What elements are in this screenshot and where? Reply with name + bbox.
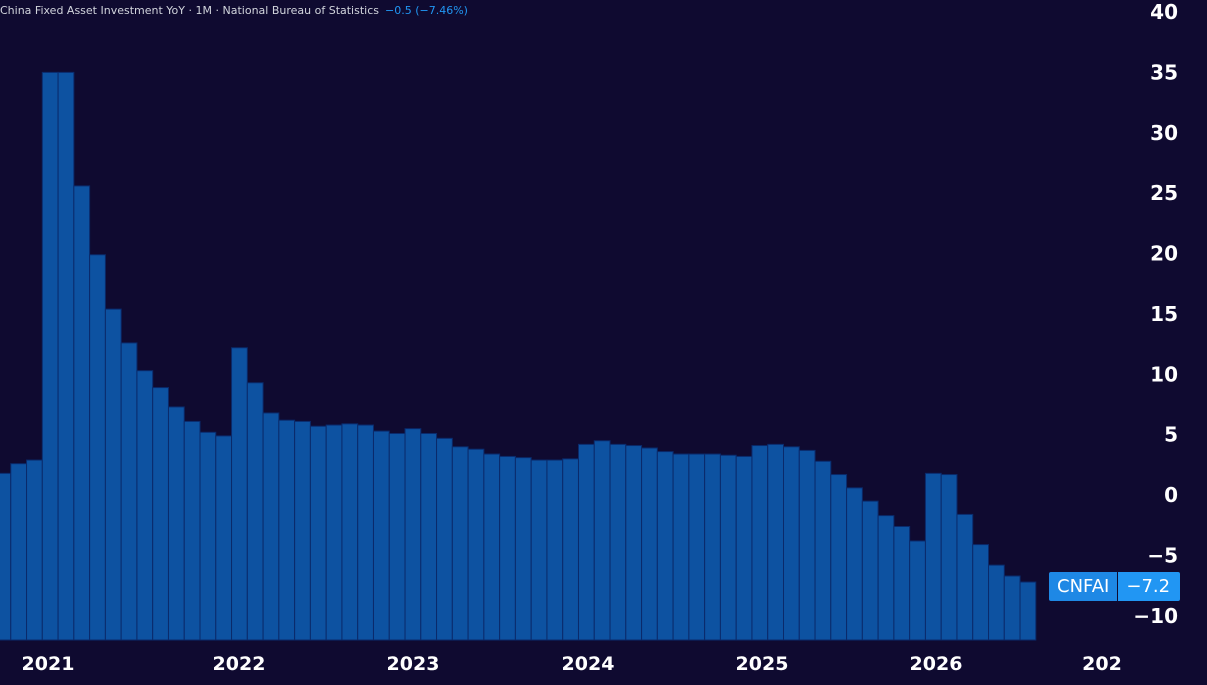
bar[interactable] <box>278 419 296 641</box>
x-tick-label: 2024 <box>562 653 615 675</box>
bar[interactable] <box>641 447 658 641</box>
bar[interactable] <box>688 453 706 641</box>
bar[interactable] <box>846 487 863 641</box>
bar[interactable] <box>988 564 1005 641</box>
x-tick-label: 2025 <box>736 653 789 675</box>
y-tick-label: 15 <box>1150 302 1178 326</box>
bar[interactable] <box>656 451 674 641</box>
bar[interactable] <box>215 435 233 641</box>
bar[interactable] <box>420 432 438 641</box>
bar[interactable] <box>89 254 106 641</box>
bar[interactable] <box>1003 575 1021 641</box>
y-tick-label: 40 <box>1150 0 1178 24</box>
bar[interactable] <box>751 445 769 641</box>
bar[interactable] <box>325 424 343 641</box>
bar[interactable] <box>514 457 532 641</box>
y-tick-label: 30 <box>1150 121 1178 145</box>
bar[interactable] <box>341 423 359 641</box>
bar[interactable] <box>704 453 721 641</box>
bar[interactable] <box>830 474 848 641</box>
bar[interactable] <box>814 460 832 641</box>
last-value-badge: CNFAI −7.2 <box>1049 572 1181 601</box>
bar[interactable] <box>199 431 217 641</box>
bar[interactable] <box>167 406 185 641</box>
x-axis[interactable]: 2021 2022 2023 2024 2025 2026 202 <box>22 653 1122 675</box>
chart-interval[interactable]: 1M <box>195 4 213 17</box>
bar[interactable] <box>41 71 59 641</box>
bar[interactable] <box>294 420 311 641</box>
y-tick-label: 35 <box>1150 60 1178 84</box>
bar[interactable] <box>404 428 422 641</box>
bar[interactable] <box>546 459 564 641</box>
bar[interactable] <box>26 459 43 641</box>
bar[interactable] <box>309 425 327 641</box>
bar[interactable] <box>940 474 958 641</box>
bar[interactable] <box>593 440 611 641</box>
bar[interactable] <box>262 412 280 641</box>
bar[interactable] <box>893 525 911 641</box>
chart-change: −0.5 (−7.46%) <box>385 4 468 17</box>
bar[interactable] <box>183 420 201 641</box>
y-tick-label: −10 <box>1133 604 1178 628</box>
x-tick-label: 2022 <box>213 653 266 675</box>
bar[interactable] <box>861 500 879 641</box>
bar[interactable] <box>877 515 895 641</box>
y-tick-label: 25 <box>1150 181 1178 205</box>
bars-group <box>0 71 1037 641</box>
bar[interactable] <box>956 513 974 641</box>
y-tick-label: −5 <box>1147 544 1178 568</box>
bar[interactable] <box>530 459 548 641</box>
y-axis[interactable]: 40 35 30 25 20 15 10 5 0 −5 −10 <box>1133 0 1178 628</box>
y-tick-label: 5 <box>1164 423 1178 447</box>
bar[interactable] <box>672 453 690 641</box>
bar[interactable] <box>10 463 28 641</box>
x-tick-label: 2021 <box>22 653 75 675</box>
bar[interactable] <box>372 430 390 641</box>
x-tick-label: 2026 <box>910 653 963 675</box>
chart-title: China Fixed Asset Investment YoY <box>0 4 185 17</box>
bar[interactable] <box>231 347 248 641</box>
bar[interactable] <box>104 308 122 641</box>
bar[interactable] <box>483 453 501 641</box>
badge-symbol: CNFAI <box>1049 572 1118 601</box>
bar[interactable] <box>625 445 643 641</box>
bar[interactable] <box>136 370 154 641</box>
bar[interactable] <box>972 544 990 641</box>
bar[interactable] <box>451 446 469 641</box>
bar[interactable] <box>499 455 516 641</box>
bar[interactable] <box>735 455 753 641</box>
chart-source: National Bureau of Statistics <box>222 4 380 17</box>
bar[interactable] <box>120 342 138 641</box>
bar[interactable] <box>152 387 169 641</box>
bar[interactable] <box>924 472 942 641</box>
bar[interactable] <box>246 382 264 641</box>
x-tick-label: 2023 <box>387 653 440 675</box>
y-tick-label: 20 <box>1150 242 1178 266</box>
chart-header: China Fixed Asset Investment YoY · 1M · … <box>0 4 468 17</box>
bar[interactable] <box>562 458 579 641</box>
badge-value: −7.2 <box>1117 572 1181 601</box>
bar[interactable] <box>467 448 485 641</box>
bar[interactable] <box>609 443 627 641</box>
bar[interactable] <box>57 71 75 641</box>
bar[interactable] <box>783 446 800 641</box>
x-tick-label: 202 <box>1082 653 1122 675</box>
bar[interactable] <box>357 424 374 641</box>
bar[interactable] <box>577 443 595 641</box>
y-tick-label: 0 <box>1164 483 1178 507</box>
bar[interactable] <box>1019 581 1037 641</box>
bar[interactable] <box>388 432 406 641</box>
bar[interactable] <box>73 185 91 641</box>
bar[interactable] <box>798 449 816 641</box>
bar[interactable] <box>719 454 737 641</box>
bar[interactable] <box>767 443 784 641</box>
y-tick-label: 10 <box>1150 362 1178 386</box>
bar[interactable] <box>0 472 12 641</box>
bar[interactable] <box>436 437 453 641</box>
bar[interactable] <box>909 540 926 641</box>
